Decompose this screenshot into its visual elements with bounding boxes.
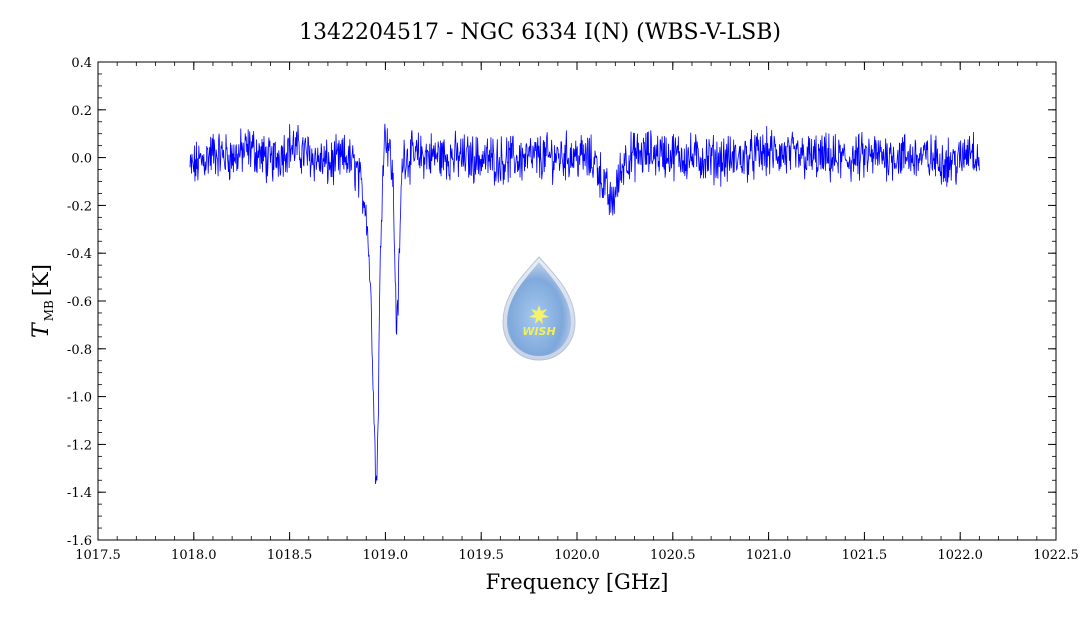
y-tick-label: -1.2: [67, 438, 92, 453]
y-tick-label: -0.2: [67, 199, 92, 214]
x-tick-label: 1020.5: [650, 548, 696, 563]
plot-frame: [97, 61, 1057, 541]
y-tick-label: -1.4: [67, 486, 92, 501]
y-axis-symbol: T: [29, 321, 54, 338]
x-tick-label: 1018.5: [267, 548, 313, 563]
y-tick-label: 0.4: [71, 56, 92, 71]
x-tick-label: 1021.0: [746, 548, 792, 563]
svg-text:TMB[K]: TMB [K]: [29, 264, 56, 338]
wish-logo-text: WISH: [522, 325, 555, 338]
x-tick-label: 1018.0: [171, 548, 217, 563]
x-tick-label: 1021.5: [842, 548, 888, 563]
wish-logo: WISH: [502, 256, 576, 361]
x-tick-label: 1019.5: [458, 548, 504, 563]
spectrum-series-1: [189, 123, 980, 484]
y-axis-unit: [K]: [29, 264, 53, 296]
y-tick-label: 0.2: [71, 104, 92, 119]
y-tick-label: -1.0: [67, 391, 92, 406]
y-tick-label: 0.0: [71, 152, 92, 167]
y-tick-label: -0.8: [67, 343, 92, 358]
x-tick-label: 1022.0: [937, 548, 983, 563]
y-axis-subscript: MB: [42, 300, 56, 321]
x-axis-label: Frequency [GHz]: [486, 570, 669, 594]
x-tick-label: 1017.5: [75, 548, 121, 563]
y-tick-label: -0.4: [67, 247, 92, 262]
y-tick-label: -1.6: [67, 534, 92, 549]
y-tick-label: -0.6: [67, 295, 92, 310]
chart-title: 1342204517 - NGC 6334 I(N) (WBS-V-LSB): [299, 20, 781, 45]
x-tick-label: 1022.5: [1033, 548, 1079, 563]
y-axis-label: TMB [K]: [29, 264, 56, 338]
x-tick-label: 1019.0: [363, 548, 409, 563]
x-tick-label: 1020.0: [554, 548, 600, 563]
